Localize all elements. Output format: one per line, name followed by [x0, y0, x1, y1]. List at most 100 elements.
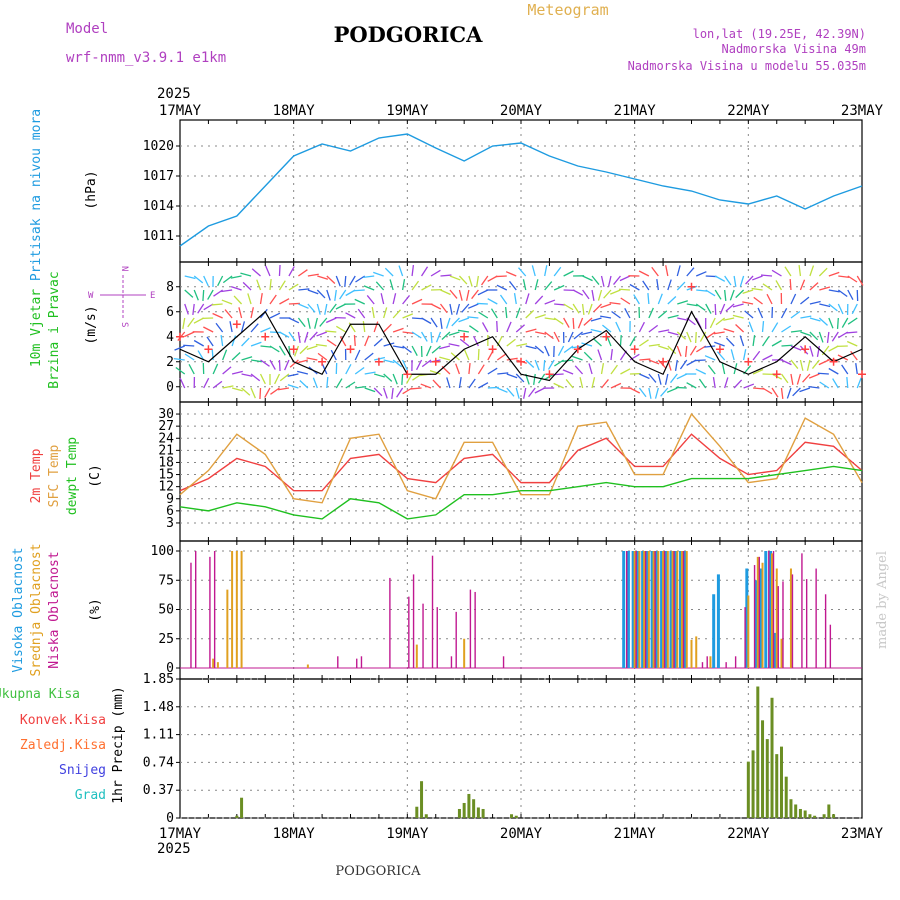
wind-barb: [508, 280, 517, 291]
wind-barb: [828, 271, 840, 277]
wind-barb: [289, 359, 299, 368]
wind-barb: [742, 301, 754, 305]
wind-barb: [175, 367, 186, 375]
wind-barb: [425, 345, 432, 357]
wind-barb: [714, 289, 722, 300]
precip-unit: 1hr Precip (mm): [111, 686, 126, 803]
wind-barb: [241, 356, 253, 361]
wind-barb: [832, 378, 839, 389]
wind-barb: [730, 349, 735, 361]
wind-barb: [563, 345, 574, 353]
wind-barb: [592, 338, 602, 347]
wind-barb: [411, 331, 422, 339]
wind-barb: [838, 331, 849, 339]
wind-barb: [241, 373, 253, 377]
wind-barb: [709, 317, 716, 329]
precip-bar: [457, 808, 461, 818]
wind-barb: [445, 317, 451, 329]
wind-barb: [620, 368, 631, 375]
wind-barb: [799, 387, 811, 393]
precip-bar: [472, 799, 476, 818]
wind-barb: [458, 317, 470, 323]
wind-barb: [298, 288, 310, 291]
wind-barb: [748, 321, 754, 333]
wind-barb: [705, 303, 712, 314]
wind-barb: [533, 373, 536, 385]
cloud-label-1: Visoka Oblacnost: [11, 547, 26, 672]
wind-barb: [808, 386, 820, 389]
wind-barb: [420, 266, 429, 277]
wind-barb: [212, 312, 223, 319]
precip-bar: [803, 810, 807, 818]
wind-barb: [458, 289, 463, 301]
wind-barb: [279, 298, 290, 305]
wind-barb: [725, 303, 735, 312]
wind-barb: [821, 345, 830, 356]
temp-ytick-label: 12: [158, 480, 174, 495]
wind-barb: [439, 303, 448, 314]
wind-barb: [383, 387, 388, 399]
wind-barb: [401, 373, 404, 386]
wind-barb: [571, 355, 583, 361]
wind-barb: [828, 289, 840, 293]
temp-ytick-label: 27: [158, 419, 174, 434]
wind-barb: [752, 275, 763, 281]
precip-bar: [415, 806, 419, 818]
wind-barb: [260, 345, 272, 348]
wind-barb: [468, 325, 479, 333]
wind-barb: [656, 279, 659, 291]
wind-barb: [392, 359, 403, 368]
cloud-ytick-label: 100: [151, 544, 174, 559]
wind-barb: [714, 275, 726, 282]
wind-barb: [467, 316, 479, 319]
wind-barb: [743, 383, 755, 389]
precip-bar: [832, 814, 836, 818]
wind-barb: [299, 380, 309, 389]
wind-barb: [497, 372, 509, 375]
temp-ytick-label: 24: [158, 431, 174, 446]
wind-barb: [712, 377, 716, 389]
wind-barb: [563, 270, 574, 277]
wind-barb: [297, 331, 301, 343]
wind-barb: [667, 345, 677, 355]
wind-barb: [173, 358, 185, 361]
wind-barb: [362, 321, 366, 333]
wind-barb: [334, 289, 337, 301]
wind-barb: [487, 386, 499, 389]
wind-barb: [847, 275, 858, 283]
wind-barb: [314, 317, 318, 329]
wind-barb: [600, 303, 612, 309]
wind-barb: [808, 373, 820, 379]
wind-barb: [761, 320, 765, 333]
wind-barb: [193, 289, 199, 301]
temp-label-1: 2m Temp: [29, 448, 44, 503]
wind-barb: [790, 293, 797, 305]
wind-barb: [402, 345, 412, 353]
wind-barb: [667, 314, 679, 319]
wind-barb: [699, 331, 707, 342]
wind-barb: [607, 275, 612, 287]
wind-barb: [411, 265, 415, 277]
wind-barb: [242, 281, 252, 291]
wind-barb: [648, 359, 660, 365]
wind-barb: [535, 313, 546, 319]
temp-ytick-label: 3: [166, 516, 174, 531]
wind-barb: [846, 331, 858, 334]
wind-barb: [515, 307, 521, 319]
wind-title-1: 10m Vjetar: [29, 289, 44, 367]
wind-barb: [686, 303, 698, 307]
wind-barb: [420, 383, 432, 389]
wind-barb: [762, 336, 770, 347]
wind-barb: [193, 339, 205, 347]
wind-barb: [544, 281, 553, 291]
wind-barb: [525, 345, 537, 350]
top-day-label: 18MAY: [273, 103, 316, 119]
wind-barb: [250, 307, 254, 319]
wind-barb: [600, 315, 612, 319]
wind-barb: [525, 359, 535, 368]
wind-barb: [818, 267, 828, 277]
cloud-label-2: Srednja Oblacnost: [29, 543, 44, 676]
wind-barb: [279, 331, 290, 338]
wind-barb: [707, 364, 716, 375]
wind-barb: [819, 381, 830, 389]
